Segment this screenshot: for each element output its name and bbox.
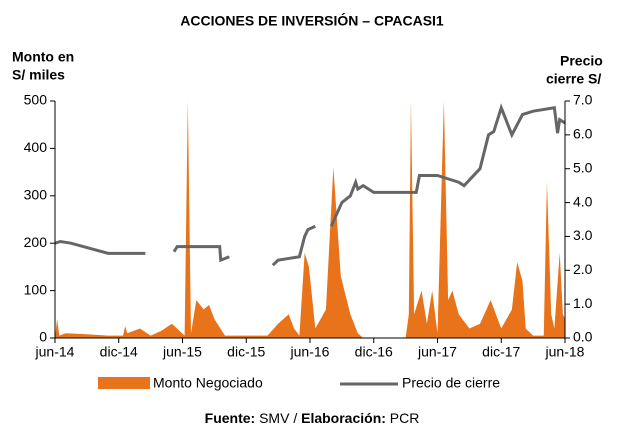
source-note: Fuente: SMV / Elaboración: PCR bbox=[205, 410, 420, 426]
y2-axis-label: cierre S/ bbox=[546, 71, 601, 87]
x-tick-label: jun-18 bbox=[545, 344, 585, 360]
y2-tick-label: 5.0 bbox=[573, 159, 593, 175]
y2-tick-label: 4.0 bbox=[573, 193, 593, 209]
y2-tick-label: 2.0 bbox=[573, 261, 593, 277]
y-tick-label: 400 bbox=[24, 139, 48, 155]
y2-tick-label: 7.0 bbox=[573, 92, 593, 108]
line bbox=[54, 239, 146, 255]
x-tick-label: jun-17 bbox=[417, 344, 457, 360]
source-value: SMV bbox=[259, 410, 290, 426]
y-tick-label: 200 bbox=[24, 234, 48, 250]
area bbox=[55, 101, 565, 338]
legend-label: Precio de cierre bbox=[402, 375, 500, 391]
y-axis-label: S/ miles bbox=[12, 67, 65, 83]
source-value: PCR bbox=[390, 410, 420, 426]
y2-tick-label: 6.0 bbox=[573, 126, 593, 142]
y-tick-label: 500 bbox=[24, 92, 48, 108]
source-label: Fuente: bbox=[205, 410, 256, 426]
legend-swatch bbox=[98, 377, 150, 389]
legend-label: Monto Negociado bbox=[153, 375, 263, 391]
y2-tick-label: 1.0 bbox=[573, 295, 593, 311]
x-tick-label: dic-16 bbox=[355, 344, 393, 360]
x-tick-label: jun-16 bbox=[290, 344, 330, 360]
x-tick-label: dic-17 bbox=[482, 344, 520, 360]
line bbox=[271, 224, 316, 267]
y2-tick-label: 3.0 bbox=[573, 227, 593, 243]
y2-axis-label: Precio bbox=[560, 53, 603, 69]
x-tick-label: dic-15 bbox=[227, 344, 265, 360]
x-tick-label: dic-14 bbox=[100, 344, 138, 360]
source-label: Elaboración: bbox=[301, 410, 386, 426]
x-tick-label: jun-14 bbox=[35, 344, 75, 360]
y-axis-label: Monto en bbox=[12, 49, 74, 65]
y2-tick-label: 0.0 bbox=[573, 329, 593, 345]
y-tick-label: 0 bbox=[39, 329, 47, 345]
line bbox=[172, 245, 230, 263]
source-sep: / bbox=[293, 410, 297, 426]
chart-title: ACCIONES DE INVERSIÓN – CPACASI1 bbox=[180, 12, 444, 29]
y-tick-label: 100 bbox=[24, 281, 48, 297]
x-tick-label: jun-15 bbox=[162, 344, 202, 360]
line bbox=[329, 103, 566, 227]
y-tick-label: 300 bbox=[24, 187, 48, 203]
